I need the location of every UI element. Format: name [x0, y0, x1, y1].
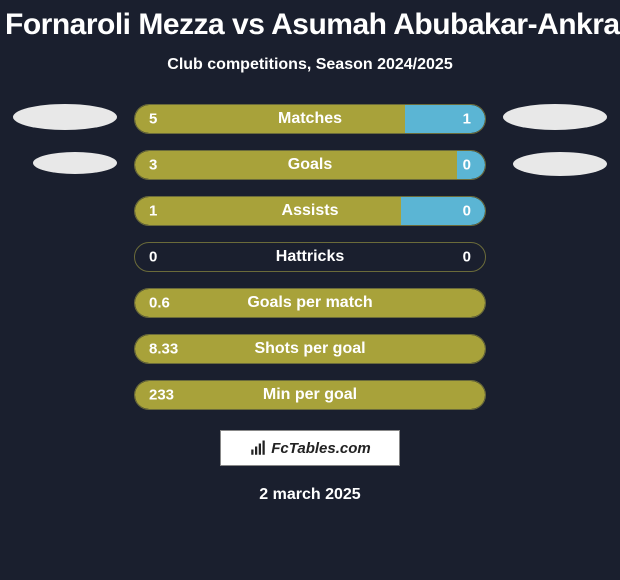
stat-left-value: 233 — [149, 387, 174, 404]
stat-label: Min per goal — [263, 386, 357, 404]
stat-right-value: 0 — [463, 203, 471, 220]
brand-text: FcTables.com — [271, 440, 370, 457]
stat-left-value: 0 — [149, 249, 157, 266]
stat-left-value: 3 — [149, 157, 157, 174]
chart-icon — [249, 439, 267, 457]
stat-label: Goals per match — [247, 294, 372, 312]
date-text: 2 march 2025 — [5, 486, 615, 504]
stat-bar: 0.6 Goals per match — [134, 288, 486, 318]
stat-bar: 3 Goals 0 — [134, 150, 486, 180]
stat-row: 8.33 Shots per goal — [5, 334, 615, 364]
stat-bar-right — [457, 151, 485, 179]
stat-label: Hattricks — [276, 248, 344, 266]
stat-row: 3 Goals 0 — [5, 150, 615, 180]
stat-right-value: 0 — [463, 249, 471, 266]
brand-badge[interactable]: FcTables.com — [220, 430, 400, 466]
stat-bar: 5 Matches 1 — [134, 104, 486, 134]
stat-label: Goals — [288, 156, 332, 174]
subtitle: Club competitions, Season 2024/2025 — [5, 56, 615, 74]
comparison-card: Fornaroli Mezza vs Asumah Abubakar-Ankra… — [0, 0, 620, 580]
stat-right-value: 1 — [463, 111, 471, 128]
stat-bar: 233 Min per goal — [134, 380, 486, 410]
stat-bar-right — [405, 105, 486, 133]
stat-row: 0.6 Goals per match — [5, 288, 615, 318]
stat-left-value: 5 — [149, 111, 157, 128]
stat-label: Shots per goal — [254, 340, 365, 358]
stat-left-value: 0.6 — [149, 295, 170, 312]
stat-bar: 1 Assists 0 — [134, 196, 486, 226]
stat-right-value: 0 — [463, 157, 471, 174]
stat-row: 0 Hattricks 0 — [5, 242, 615, 272]
stat-label: Matches — [278, 110, 342, 128]
stat-row: 5 Matches 1 — [5, 104, 615, 134]
stat-left-value: 1 — [149, 203, 157, 220]
page-title: Fornaroli Mezza vs Asumah Abubakar-Ankra — [5, 8, 615, 42]
stat-bar-left — [135, 105, 405, 133]
stats-rows: 5 Matches 1 3 Goals 0 1 Assists 0 0 Hattricks 0 0.6 G… — [5, 104, 615, 410]
stat-bar-right — [401, 197, 485, 225]
stat-left-value: 8.33 — [149, 341, 178, 358]
stat-row: 1 Assists 0 — [5, 196, 615, 226]
stat-bar: 8.33 Shots per goal — [134, 334, 486, 364]
stat-label: Assists — [282, 202, 339, 220]
stat-bar-left — [135, 197, 401, 225]
stat-row: 233 Min per goal — [5, 380, 615, 410]
stat-bar: 0 Hattricks 0 — [134, 242, 486, 272]
